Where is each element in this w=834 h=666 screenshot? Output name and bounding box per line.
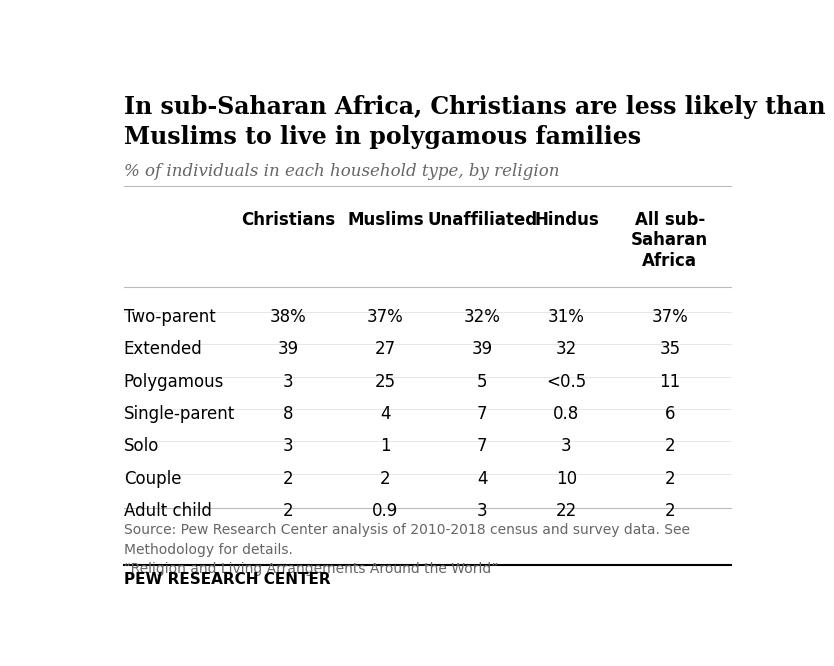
Text: 39: 39 — [472, 340, 493, 358]
Text: Unaffiliated: Unaffiliated — [427, 210, 537, 228]
Text: 22: 22 — [555, 502, 577, 520]
Text: 7: 7 — [477, 438, 488, 456]
Text: 1: 1 — [380, 438, 390, 456]
Text: Adult child: Adult child — [123, 502, 212, 520]
Text: 11: 11 — [659, 373, 681, 391]
Text: 32: 32 — [555, 340, 577, 358]
Text: Solo: Solo — [123, 438, 159, 456]
Text: 0.8: 0.8 — [553, 405, 580, 423]
Text: 32%: 32% — [464, 308, 500, 326]
Text: 3: 3 — [284, 373, 294, 391]
Text: In sub-Saharan Africa, Christians are less likely than
Muslims to live in polyga: In sub-Saharan Africa, Christians are le… — [123, 95, 825, 149]
Text: 2: 2 — [665, 502, 675, 520]
Text: 2: 2 — [284, 470, 294, 488]
Text: 4: 4 — [380, 405, 390, 423]
Text: 8: 8 — [284, 405, 294, 423]
Text: Couple: Couple — [123, 470, 181, 488]
Text: 2: 2 — [380, 470, 390, 488]
Text: 27: 27 — [374, 340, 396, 358]
Text: All sub-
Saharan
Africa: All sub- Saharan Africa — [631, 210, 708, 270]
Text: Single-parent: Single-parent — [123, 405, 235, 423]
Text: Extended: Extended — [123, 340, 203, 358]
Text: PEW RESEARCH CENTER: PEW RESEARCH CENTER — [123, 572, 330, 587]
Text: 3: 3 — [284, 438, 294, 456]
Text: 5: 5 — [477, 373, 488, 391]
Text: 38%: 38% — [270, 308, 307, 326]
Text: 37%: 37% — [651, 308, 688, 326]
Text: Source: Pew Research Center analysis of 2010-2018 census and survey data. See
Me: Source: Pew Research Center analysis of … — [123, 523, 690, 576]
Text: 37%: 37% — [367, 308, 404, 326]
Text: 2: 2 — [665, 438, 675, 456]
Text: 25: 25 — [374, 373, 396, 391]
Text: Two-parent: Two-parent — [123, 308, 215, 326]
Text: 6: 6 — [665, 405, 675, 423]
Text: 3: 3 — [561, 438, 571, 456]
Text: Muslims: Muslims — [347, 210, 424, 228]
Text: 4: 4 — [477, 470, 488, 488]
Text: 0.9: 0.9 — [372, 502, 399, 520]
Text: 39: 39 — [278, 340, 299, 358]
Text: 35: 35 — [659, 340, 681, 358]
Text: 31%: 31% — [548, 308, 585, 326]
Text: 2: 2 — [665, 470, 675, 488]
Text: Polygamous: Polygamous — [123, 373, 224, 391]
Text: Hindus: Hindus — [534, 210, 599, 228]
Text: 2: 2 — [284, 502, 294, 520]
Text: 10: 10 — [555, 470, 577, 488]
Text: % of individuals in each household type, by religion: % of individuals in each household type,… — [123, 163, 559, 180]
Text: Christians: Christians — [241, 210, 335, 228]
Text: <0.5: <0.5 — [546, 373, 586, 391]
Text: 7: 7 — [477, 405, 488, 423]
Text: 3: 3 — [477, 502, 488, 520]
